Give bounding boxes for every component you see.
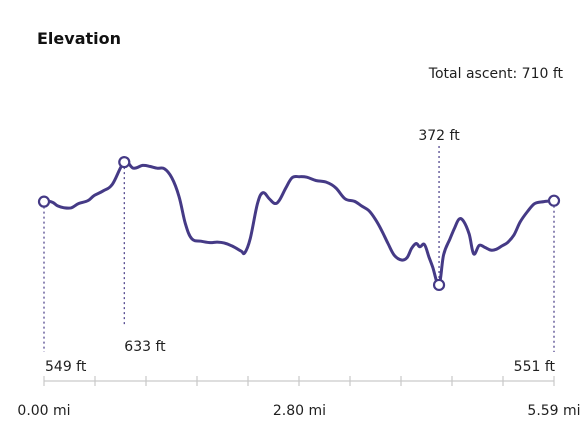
x-axis	[43, 376, 555, 386]
annotation-guides	[43, 146, 555, 352]
annotation-markers	[37, 156, 561, 292]
low-elevation-marker	[432, 278, 446, 292]
start-elevation-marker	[37, 195, 51, 208]
series-layer	[42, 160, 556, 287]
x-tick-labels: 0.00 mi 2.80 mi 5.59 mi	[17, 403, 580, 419]
high-elevation-label: 633 ft	[124, 339, 166, 355]
elevation-series-line	[42, 160, 556, 287]
chart-title: Elevation	[37, 29, 122, 48]
x-tick-label: 2.80 mi	[273, 403, 326, 419]
x-tick-label: 5.59 mi	[527, 403, 580, 419]
annotation-labels: 549 ft 633 ft 372 ft 551 ft	[45, 128, 556, 375]
high-elevation-marker	[118, 156, 131, 169]
x-tick-label: 0.00 mi	[17, 403, 70, 419]
start-elevation-label: 549 ft	[45, 359, 87, 375]
end-elevation-label: 551 ft	[514, 359, 556, 375]
low-elevation-label: 372 ft	[418, 128, 460, 144]
end-elevation-marker	[547, 194, 561, 207]
total-ascent-label: Total ascent: 710 ft	[428, 66, 563, 82]
